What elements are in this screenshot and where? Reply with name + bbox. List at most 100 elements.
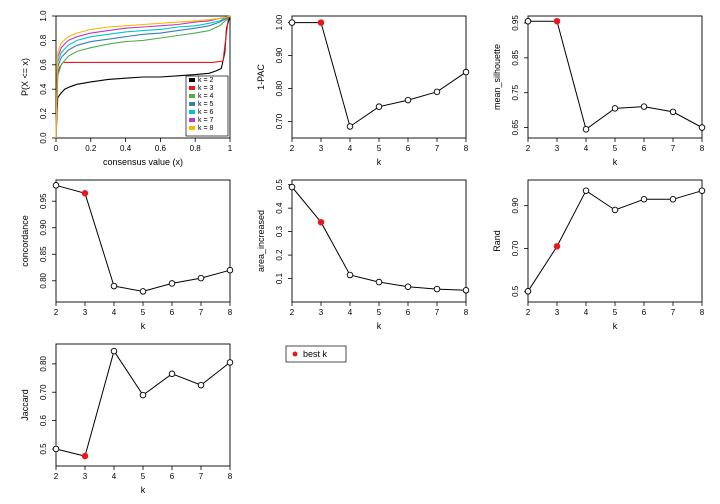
svg-text:k: k	[141, 485, 146, 495]
svg-text:k: k	[141, 321, 146, 331]
svg-text:0.95: 0.95	[511, 15, 520, 31]
svg-text:P(X <= x): P(X <= x)	[20, 58, 30, 96]
svg-text:0.4: 0.4	[275, 202, 284, 214]
svg-text:8: 8	[464, 144, 469, 153]
svg-text:0.80: 0.80	[39, 356, 48, 372]
svg-text:4: 4	[348, 144, 353, 153]
svg-text:8: 8	[464, 308, 469, 317]
svg-text:2: 2	[54, 308, 59, 317]
svg-text:0.2: 0.2	[275, 249, 284, 261]
svg-text:0.0: 0.0	[39, 132, 48, 144]
svg-text:3: 3	[319, 308, 324, 317]
svg-text:0.70: 0.70	[39, 384, 48, 400]
svg-text:k: k	[377, 321, 382, 331]
svg-text:0.90: 0.90	[39, 219, 48, 235]
metric-panel-Jaccard: 2 3 4 5 6 7 8 k 0.5 0.6 0.70 0.80 Jaccard	[8, 336, 240, 496]
svg-text:5: 5	[141, 472, 146, 481]
svg-text:0.70: 0.70	[511, 240, 520, 256]
svg-text:1-PAC: 1-PAC	[256, 64, 266, 90]
svg-text:1: 1	[228, 144, 233, 153]
svg-text:0.95: 0.95	[39, 193, 48, 209]
svg-text:0.8: 0.8	[190, 144, 202, 153]
svg-text:0.5: 0.5	[275, 179, 284, 191]
svg-text:1.0: 1.0	[39, 10, 48, 22]
svg-text:2: 2	[54, 472, 59, 481]
svg-text:0.6: 0.6	[39, 414, 48, 426]
legend-best-k: best k	[244, 336, 476, 496]
svg-text:0.85: 0.85	[39, 246, 48, 262]
svg-text:5: 5	[613, 144, 618, 153]
svg-text:consensus value (x): consensus value (x)	[103, 157, 183, 167]
svg-text:7: 7	[435, 144, 440, 153]
svg-text:0.5: 0.5	[511, 285, 520, 297]
svg-text:3: 3	[555, 308, 560, 317]
metric-panel-Rand: 2345678k0.50.700.90Rand	[480, 172, 712, 332]
metric-panel-mean_silhouette: 2345678k0.650.750.850.95mean_silhouette	[480, 8, 712, 168]
svg-text:6: 6	[642, 144, 647, 153]
svg-text:8: 8	[700, 144, 705, 153]
svg-text:3: 3	[83, 472, 88, 481]
svg-text:0.65: 0.65	[511, 119, 520, 135]
svg-text:best k: best k	[303, 349, 328, 359]
svg-text:Jaccard: Jaccard	[20, 389, 30, 421]
svg-text:7: 7	[435, 308, 440, 317]
svg-text:k: k	[377, 157, 382, 167]
svg-text:4: 4	[584, 144, 589, 153]
svg-text:0.80: 0.80	[275, 80, 284, 96]
svg-text:6: 6	[406, 144, 411, 153]
svg-text:0.75: 0.75	[511, 84, 520, 100]
chart-grid: 00.20.40.60.81consensus value (x)0.00.20…	[8, 8, 712, 496]
svg-text:mean_silhouette: mean_silhouette	[492, 44, 502, 110]
svg-text:2: 2	[526, 308, 531, 317]
svg-text:k: k	[613, 157, 618, 167]
svg-text:7: 7	[671, 144, 676, 153]
metric-panel-area_increased: 2345678k0.10.20.30.40.5area_increased	[244, 172, 476, 332]
svg-text:k = 2: k = 2	[198, 77, 213, 84]
svg-text:0.6: 0.6	[39, 59, 48, 71]
svg-text:6: 6	[406, 308, 411, 317]
svg-text:6: 6	[170, 472, 175, 481]
svg-text:0.2: 0.2	[85, 144, 97, 153]
svg-text:0.5: 0.5	[39, 443, 48, 455]
svg-text:k = 5: k = 5	[198, 101, 213, 108]
svg-text:0.2: 0.2	[39, 107, 48, 119]
svg-text:6: 6	[642, 308, 647, 317]
svg-text:0.4: 0.4	[39, 83, 48, 95]
svg-text:k = 6: k = 6	[198, 109, 213, 116]
svg-text:4: 4	[348, 308, 353, 317]
svg-text:6: 6	[170, 308, 175, 317]
svg-text:0.6: 0.6	[155, 144, 167, 153]
svg-text:7: 7	[199, 308, 204, 317]
empty-panel	[480, 336, 712, 496]
svg-text:2: 2	[290, 144, 295, 153]
metric-panel-concordance: 2345678k0.800.850.900.95concordance	[8, 172, 240, 332]
svg-text:Rand: Rand	[492, 230, 502, 252]
svg-text:8: 8	[700, 308, 705, 317]
svg-text:0.90: 0.90	[275, 47, 284, 63]
svg-text:4: 4	[584, 308, 589, 317]
ecdf-panel: 00.20.40.60.81consensus value (x)0.00.20…	[8, 8, 240, 168]
svg-text:k = 3: k = 3	[198, 85, 213, 92]
svg-text:5: 5	[377, 308, 382, 317]
svg-text:4: 4	[112, 472, 117, 481]
svg-text:0.70: 0.70	[275, 113, 284, 129]
metric-panel-1-PAC: 2345678k0.700.800.901.001-PAC	[244, 8, 476, 168]
svg-text:5: 5	[377, 144, 382, 153]
svg-text:3: 3	[555, 144, 560, 153]
svg-text:4: 4	[112, 308, 117, 317]
svg-text:k = 8: k = 8	[198, 125, 213, 132]
svg-text:area_increased: area_increased	[256, 210, 266, 272]
svg-text:3: 3	[83, 308, 88, 317]
svg-text:concordance: concordance	[20, 215, 30, 267]
svg-text:3: 3	[319, 144, 324, 153]
svg-text:8: 8	[228, 308, 233, 317]
svg-text:7: 7	[199, 472, 204, 481]
svg-text:k: k	[613, 321, 618, 331]
svg-text:k = 4: k = 4	[198, 93, 213, 100]
svg-text:5: 5	[141, 308, 146, 317]
svg-text:0.8: 0.8	[39, 34, 48, 46]
svg-text:8: 8	[228, 472, 233, 481]
svg-text:0.85: 0.85	[511, 49, 520, 65]
svg-text:2: 2	[290, 308, 295, 317]
svg-text:0.1: 0.1	[275, 272, 284, 284]
